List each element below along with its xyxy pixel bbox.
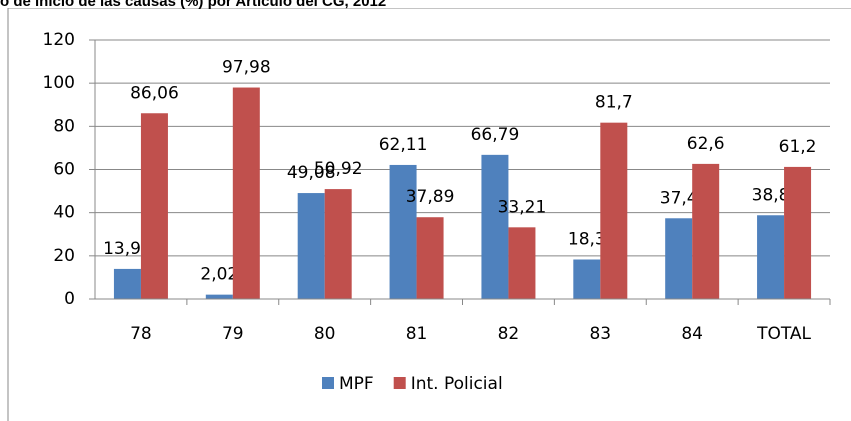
y-tick-label: 40	[53, 203, 75, 223]
y-tick-label: 60	[53, 160, 75, 180]
value-label: 62,11	[379, 135, 428, 155]
bar	[297, 193, 325, 299]
x-tick-label: 81	[406, 324, 428, 344]
bar	[573, 259, 601, 299]
y-tick-label: 120	[43, 30, 75, 50]
value-label: 18,3	[568, 230, 606, 250]
bar	[784, 166, 812, 299]
legend-label: Int. Policial	[411, 374, 503, 394]
x-tick-label: 84	[681, 324, 703, 344]
bar	[600, 122, 628, 299]
legend-swatch	[393, 377, 406, 389]
y-tick-label: 0	[64, 289, 75, 309]
bar	[140, 113, 168, 299]
bar	[324, 189, 352, 299]
chart-title: o de inicio de las causas (%) por Artícu…	[0, 0, 386, 10]
value-label: 66,79	[471, 125, 520, 145]
value-label: 2,02	[200, 265, 238, 285]
value-label: 86,06	[130, 83, 179, 103]
bar	[692, 163, 720, 299]
x-tick-label: 83	[589, 324, 611, 344]
bar	[757, 215, 785, 299]
y-tick-label: 20	[53, 246, 75, 266]
bar	[205, 294, 233, 299]
legend-label: MPF	[339, 374, 374, 394]
y-tick-label: 100	[43, 73, 75, 93]
bar	[416, 217, 444, 299]
y-tick-label: 80	[53, 116, 75, 136]
value-label: 13,94	[103, 239, 152, 259]
bar	[113, 268, 141, 299]
value-label: 49,08	[287, 163, 336, 183]
value-label: 97,98	[222, 58, 271, 78]
value-label: 62,6	[687, 134, 725, 154]
value-label: 38,8	[752, 185, 790, 205]
value-label: 61,2	[779, 137, 817, 157]
bar	[389, 164, 417, 299]
x-tick-label: 82	[498, 324, 520, 344]
x-tick-label: 80	[314, 324, 336, 344]
value-label: 37,4	[660, 188, 698, 208]
x-tick-label: 78	[130, 324, 152, 344]
bar	[232, 87, 260, 300]
bar	[481, 154, 509, 299]
value-label: 37,89	[406, 187, 455, 207]
title-bg	[0, 0, 851, 8]
legend-swatch	[322, 377, 334, 389]
x-tick-label: 79	[222, 324, 244, 344]
value-label: 81,7	[595, 93, 633, 113]
bar	[508, 227, 536, 299]
value-label: 50,92	[314, 159, 363, 179]
value-label: 33,21	[498, 197, 547, 217]
x-tick-label: TOTAL	[756, 324, 811, 344]
bar	[665, 218, 693, 299]
